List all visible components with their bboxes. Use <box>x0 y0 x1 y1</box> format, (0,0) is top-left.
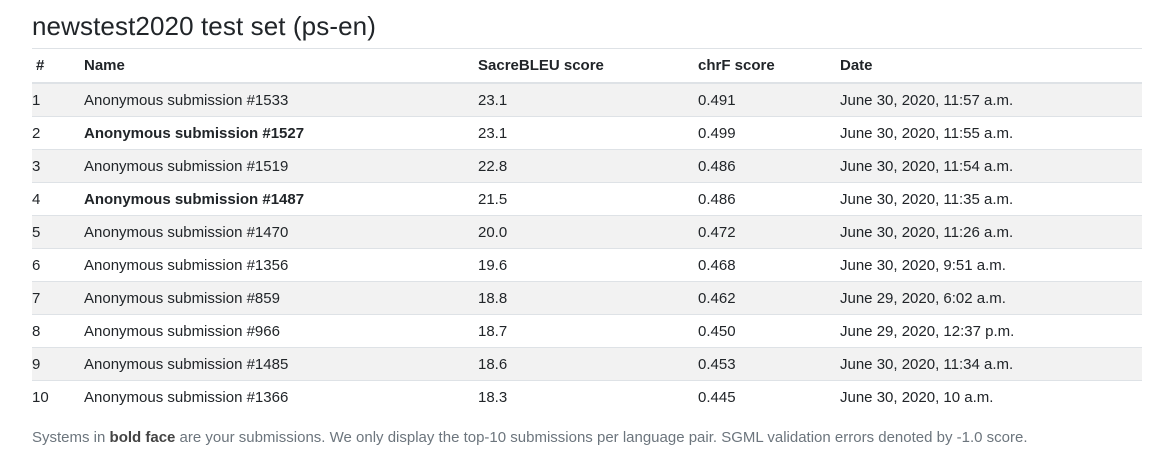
cell-name-own-submission: Anonymous submission #1487 <box>84 182 478 216</box>
cell-chrf: 0.486 <box>698 182 840 216</box>
cell-rank: 2 <box>32 116 84 150</box>
table-row: 10 Anonymous submission #1366 18.3 0.445… <box>32 380 1142 413</box>
table-row: 6 Anonymous submission #1356 19.6 0.468 … <box>32 248 1142 282</box>
table-body: 1 Anonymous submission #1533 23.1 0.491 … <box>32 82 1142 413</box>
table-row: 4 Anonymous submission #1487 21.5 0.486 … <box>32 182 1142 216</box>
cell-date: June 30, 2020, 11:26 a.m. <box>840 215 1142 249</box>
table-row: 7 Anonymous submission #859 18.8 0.462 J… <box>32 281 1142 315</box>
table-header: # Name SacreBLEU score chrF score Date <box>32 48 1142 84</box>
cell-rank: 6 <box>32 248 84 282</box>
cell-name: Anonymous submission #1519 <box>84 149 478 183</box>
cell-chrf: 0.445 <box>698 380 840 413</box>
cell-rank: 8 <box>32 314 84 348</box>
cell-name: Anonymous submission #1485 <box>84 347 478 381</box>
cell-date: June 30, 2020, 11:34 a.m. <box>840 347 1142 381</box>
cell-sacrebleu: 21.5 <box>478 182 698 216</box>
table-row: 8 Anonymous submission #966 18.7 0.450 J… <box>32 314 1142 348</box>
table-row: 5 Anonymous submission #1470 20.0 0.472 … <box>32 215 1142 249</box>
cell-date: June 30, 2020, 11:54 a.m. <box>840 149 1142 183</box>
results-table: # Name SacreBLEU score chrF score Date 1… <box>32 48 1142 413</box>
cell-sacrebleu: 23.1 <box>478 82 698 117</box>
cell-chrf: 0.453 <box>698 347 840 381</box>
cell-sacrebleu: 18.3 <box>478 380 698 413</box>
cell-chrf: 0.472 <box>698 215 840 249</box>
table-row: 2 Anonymous submission #1527 23.1 0.499 … <box>32 116 1142 150</box>
cell-date: June 30, 2020, 11:35 a.m. <box>840 182 1142 216</box>
cell-sacrebleu: 22.8 <box>478 149 698 183</box>
footer-note-prefix: Systems in <box>32 429 110 446</box>
cell-date: June 30, 2020, 11:55 a.m. <box>840 116 1142 150</box>
cell-chrf: 0.450 <box>698 314 840 348</box>
cell-chrf: 0.462 <box>698 281 840 315</box>
cell-rank: 5 <box>32 215 84 249</box>
header-date: Date <box>840 48 1142 84</box>
cell-chrf: 0.491 <box>698 82 840 117</box>
footer-note: Systems in bold face are your submission… <box>32 429 1142 446</box>
results-container: newstest2020 test set (ps-en) # Name Sac… <box>32 0 1142 461</box>
cell-rank: 3 <box>32 149 84 183</box>
cell-chrf: 0.499 <box>698 116 840 150</box>
cell-chrf: 0.486 <box>698 149 840 183</box>
cell-rank: 1 <box>32 82 84 117</box>
cell-rank: 7 <box>32 281 84 315</box>
page-title: newstest2020 test set (ps-en) <box>32 11 376 41</box>
cell-sacrebleu: 23.1 <box>478 116 698 150</box>
cell-chrf: 0.468 <box>698 248 840 282</box>
cell-rank: 4 <box>32 182 84 216</box>
cell-name: Anonymous submission #966 <box>84 314 478 348</box>
cell-sacrebleu: 20.0 <box>478 215 698 249</box>
cell-rank: 10 <box>32 380 84 413</box>
footer-note-suffix: are your submissions. We only display th… <box>175 429 1028 446</box>
cell-name: Anonymous submission #1366 <box>84 380 478 413</box>
header-rank: # <box>32 48 84 84</box>
cell-sacrebleu: 19.6 <box>478 248 698 282</box>
cell-date: June 30, 2020, 11:57 a.m. <box>840 82 1142 117</box>
footer-note-bold: bold face <box>109 429 176 446</box>
cell-date: June 30, 2020, 10 a.m. <box>840 380 1142 413</box>
cell-date: June 29, 2020, 12:37 p.m. <box>840 314 1142 348</box>
cell-name: Anonymous submission #859 <box>84 281 478 315</box>
cell-date: June 30, 2020, 9:51 a.m. <box>840 248 1142 282</box>
cell-rank: 9 <box>32 347 84 381</box>
header-row: # Name SacreBLEU score chrF score Date <box>32 48 1142 84</box>
table-row: 9 Anonymous submission #1485 18.6 0.453 … <box>32 347 1142 381</box>
table-row: 3 Anonymous submission #1519 22.8 0.486 … <box>32 149 1142 183</box>
header-name: Name <box>84 48 478 84</box>
table-row: 1 Anonymous submission #1533 23.1 0.491 … <box>32 82 1142 117</box>
header-sacrebleu: SacreBLEU score <box>478 48 698 84</box>
header-chrf: chrF score <box>698 48 840 84</box>
cell-name: Anonymous submission #1470 <box>84 215 478 249</box>
cell-sacrebleu: 18.7 <box>478 314 698 348</box>
cell-sacrebleu: 18.6 <box>478 347 698 381</box>
cell-date: June 29, 2020, 6:02 a.m. <box>840 281 1142 315</box>
cell-sacrebleu: 18.8 <box>478 281 698 315</box>
cell-name: Anonymous submission #1356 <box>84 248 478 282</box>
cell-name-own-submission: Anonymous submission #1527 <box>84 116 478 150</box>
cell-name: Anonymous submission #1533 <box>84 82 478 117</box>
